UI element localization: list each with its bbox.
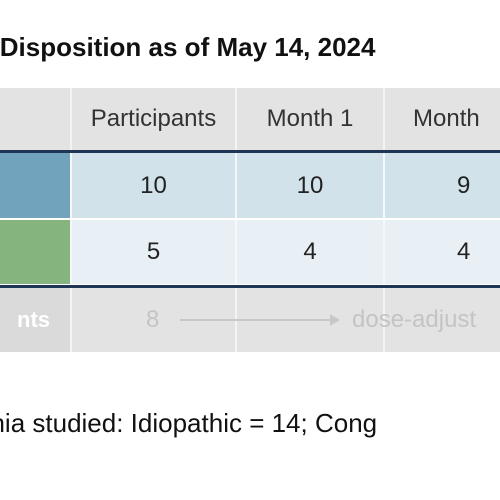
header-cell-month-1: Month 1 — [237, 88, 385, 150]
footer-label-text: nts — [17, 307, 50, 332]
group-outline — [0, 150, 500, 288]
footnote-text: enia studied: Idiopathic = 14; Cong — [0, 408, 378, 438]
footer-cell-month-1 — [237, 288, 385, 352]
footer-label-cell: nts — [0, 288, 72, 352]
row-cell-month: 4 — [385, 220, 500, 284]
table-title: nt Disposition as of May 14, 2024 — [0, 30, 500, 70]
table-row: 5 4 4 — [0, 220, 500, 284]
table-row: 10 10 9 — [0, 153, 500, 218]
table-footer-row: nts 8 dose-adjust — [0, 288, 500, 352]
row-cell-month-1: 4 — [237, 220, 385, 284]
disposition-table: Participants Month 1 Month 10 10 9 5 4 4… — [0, 88, 500, 352]
footer-count: 8 — [146, 306, 160, 333]
row-cell-participants: 5 — [72, 220, 237, 284]
header-cell-participants: Participants — [72, 88, 237, 150]
row-cell-participants: 10 — [72, 153, 237, 218]
table-title-text: nt Disposition as of May 14, 2024 — [0, 32, 376, 62]
arrow-line — [180, 319, 335, 321]
row-group-swatch — [0, 153, 72, 218]
arrow-right-icon — [330, 314, 340, 326]
table-header-row: Participants Month 1 Month — [0, 88, 500, 150]
header-cell-month: Month — [385, 88, 500, 150]
row-cell-month: 9 — [385, 153, 500, 218]
footer-note: dose-adjust — [352, 306, 477, 333]
header-cell-label — [0, 88, 72, 150]
row-cell-month-1: 10 — [237, 153, 385, 218]
footnote: enia studied: Idiopathic = 14; Cong — [0, 400, 500, 450]
row-divider — [0, 218, 500, 220]
row-group-swatch — [0, 220, 72, 284]
